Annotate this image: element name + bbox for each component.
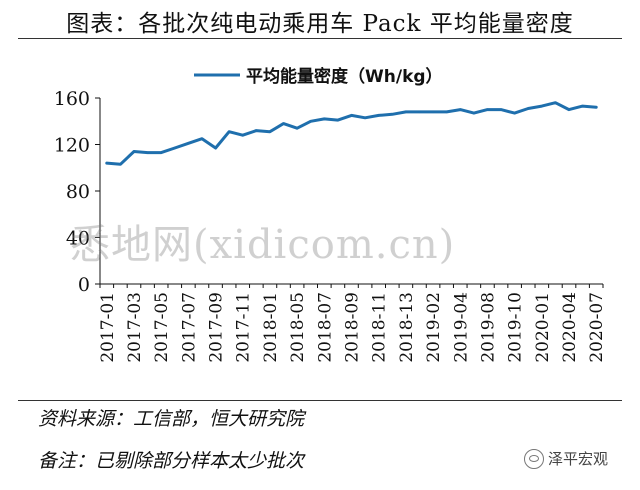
x-tick-label: 2017-09 bbox=[207, 292, 227, 363]
y-tick-label: 40 bbox=[66, 228, 90, 250]
x-tick-label: 2020-01 bbox=[533, 292, 553, 363]
legend-label: 平均能量密度（Wh/kg） bbox=[246, 66, 443, 87]
data-point bbox=[255, 129, 258, 132]
data-point bbox=[105, 161, 108, 165]
y-tick-label: 120 bbox=[54, 135, 90, 157]
data-point bbox=[173, 146, 176, 150]
x-tick-label: 2020-07 bbox=[587, 292, 607, 363]
data-point bbox=[459, 108, 462, 111]
data-point bbox=[527, 107, 530, 110]
data-point bbox=[282, 122, 285, 125]
data-point bbox=[187, 142, 190, 145]
x-tick-label: 2018-07 bbox=[315, 292, 335, 363]
y-tick-label: 160 bbox=[54, 88, 90, 110]
source-note: 资料来源：工信部，恒大研究院 bbox=[38, 408, 305, 430]
series-line bbox=[105, 101, 598, 166]
x-tick-label: 2019-02 bbox=[424, 292, 444, 363]
x-tick-label: 2018-11 bbox=[370, 292, 390, 363]
wechat-icon bbox=[524, 448, 544, 469]
x-tick-label: 2018-09 bbox=[343, 292, 363, 363]
data-point bbox=[567, 108, 571, 111]
data-point bbox=[268, 130, 272, 133]
remark-note: 备注：已剔除部分样本太少批次 bbox=[38, 450, 305, 472]
x-tick-label: 2017-11 bbox=[234, 292, 254, 363]
data-point bbox=[540, 104, 544, 108]
data-point bbox=[200, 137, 204, 140]
data-point bbox=[119, 163, 122, 166]
x-tick-label: 2019-04 bbox=[451, 292, 471, 363]
brand-name: 泽平宏观 bbox=[548, 450, 609, 468]
data-point bbox=[404, 110, 408, 114]
data-point bbox=[581, 104, 584, 108]
footer-rule bbox=[18, 400, 622, 401]
data-point bbox=[295, 127, 299, 130]
data-point bbox=[486, 108, 489, 111]
data-point bbox=[554, 101, 557, 104]
x-tick-label: 2020-04 bbox=[560, 292, 580, 363]
data-point bbox=[146, 151, 149, 154]
chart-title: 图表：各批次纯电动乘用车 Pack 平均能量密度 bbox=[66, 11, 574, 37]
x-tick-label: 2017-07 bbox=[179, 292, 199, 363]
x-axis: 2017-01 2017-03 2017-05 2017-07 2017-09 2017-… bbox=[98, 283, 607, 363]
data-point bbox=[499, 108, 503, 111]
x-tick-label: 2019-08 bbox=[478, 292, 498, 363]
data-point bbox=[309, 120, 312, 123]
data-point bbox=[214, 146, 217, 150]
data-point bbox=[227, 130, 231, 133]
y-tick-label: 0 bbox=[78, 274, 90, 296]
data-point bbox=[431, 110, 435, 114]
x-tick-label: 2018-05 bbox=[288, 292, 308, 363]
x-tick-label: 2018-13 bbox=[397, 292, 417, 363]
watermark: 悉地网(xidicom.cn) bbox=[70, 222, 456, 268]
brand-logo: 泽平宏观 bbox=[524, 448, 608, 469]
x-tick-label: 2017-03 bbox=[125, 292, 145, 363]
data-point bbox=[132, 150, 136, 153]
x-tick-label: 2018-01 bbox=[261, 292, 281, 363]
x-tick-label: 2019-10 bbox=[506, 292, 526, 363]
data-point bbox=[323, 117, 326, 121]
data-point bbox=[241, 134, 244, 137]
data-point bbox=[377, 114, 380, 117]
x-tick-label: 2017-01 bbox=[98, 292, 118, 363]
data-point bbox=[363, 116, 367, 119]
data-point bbox=[336, 118, 340, 122]
title-rule bbox=[18, 38, 622, 39]
data-point bbox=[391, 113, 394, 116]
data-point bbox=[350, 114, 353, 117]
y-axis: 0 40 80 120 160 bbox=[54, 88, 101, 296]
data-point bbox=[418, 110, 421, 114]
data-point bbox=[159, 151, 163, 154]
series-layer bbox=[105, 101, 598, 166]
legend: 平均能量密度（Wh/kg） bbox=[194, 66, 443, 87]
data-point bbox=[595, 106, 598, 109]
y-tick-label: 80 bbox=[66, 181, 90, 203]
data-point bbox=[472, 111, 476, 115]
data-point bbox=[445, 110, 448, 114]
x-tick-label: 2017-05 bbox=[152, 292, 172, 363]
line-chart: 0 40 80 120 160 2017-01 2017-03 2017-05 2017-07… bbox=[54, 66, 607, 363]
data-point bbox=[513, 111, 516, 115]
